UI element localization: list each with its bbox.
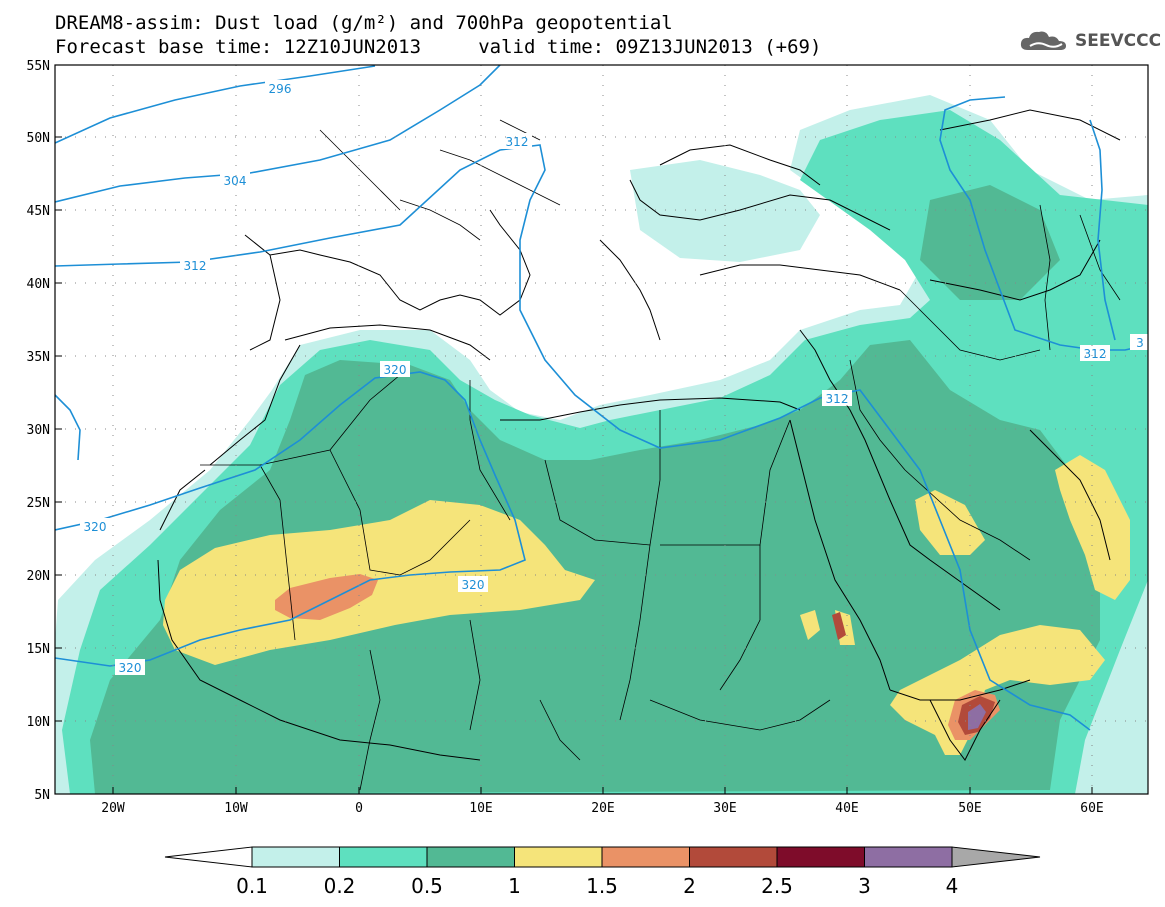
- forecast-time-line: Forecast base time: 12Z10JUN2013 valid t…: [55, 36, 822, 58]
- colorbar-label: 2.5: [761, 874, 793, 898]
- ticks: [55, 64, 1093, 794]
- colorbar-label: 0.1: [236, 874, 268, 898]
- colorbar-label: 4: [946, 874, 959, 898]
- coastlines: [157, 109, 1121, 761]
- map-area: [55, 65, 1148, 794]
- lon-label: 10E: [469, 801, 492, 816]
- contour-label: 312: [826, 392, 849, 406]
- lat-labels: 55N 50N 45N 40N 35N 30N 25N 20N 15N 10N …: [27, 59, 50, 803]
- colorbar-segment: [514, 846, 603, 868]
- lat-label: 20N: [27, 569, 50, 584]
- colorbar-over-triangle: [951, 846, 1041, 868]
- seevccc-logo: SEEVCCC: [1018, 28, 1161, 54]
- lat-label: 5N: [34, 788, 50, 803]
- colorbar-segment: [339, 846, 428, 868]
- contour-label: 312: [506, 135, 529, 149]
- contour-label: 320: [384, 363, 407, 377]
- logo-text: SEEVCCC: [1075, 31, 1162, 51]
- lon-label: 0: [355, 801, 363, 816]
- contour-label: 304: [224, 174, 247, 188]
- colorbar-under-triangle: [164, 846, 253, 868]
- lat-label: 10N: [27, 715, 50, 730]
- contour-label: 296: [269, 82, 292, 96]
- lat-label: 55N: [27, 59, 50, 74]
- contour-label: 312: [1084, 347, 1107, 361]
- colorbar-label: 0.2: [324, 874, 356, 898]
- colorbar-segment: [601, 846, 690, 868]
- lon-label: 60E: [1080, 801, 1103, 816]
- lon-label: 20W: [101, 801, 125, 816]
- colorbar-label: 3: [858, 874, 871, 898]
- colorbar-label: 1: [508, 874, 521, 898]
- colorbar-label: 0.5: [411, 874, 443, 898]
- lat-label: 15N: [27, 642, 50, 657]
- contour-label: 320: [462, 578, 485, 592]
- cloud-icon: [1020, 31, 1066, 50]
- dust-field-0.5-1: [90, 185, 1100, 794]
- contour-label: 320: [119, 661, 142, 675]
- country-borders: [200, 119, 1121, 791]
- lon-label: 20E: [591, 801, 614, 816]
- lat-label: 50N: [27, 131, 50, 146]
- colorbar-segment: [689, 846, 778, 868]
- grid: [55, 65, 1148, 794]
- lon-label: 40E: [835, 801, 858, 816]
- contour-label: 320: [84, 520, 107, 534]
- colorbar-label: 2: [683, 874, 696, 898]
- contour-label: 312: [184, 259, 207, 273]
- lat-label: 40N: [27, 277, 50, 292]
- lon-labels: 20W 10W 0 10E 20E 30E 40E 50E 60E: [101, 801, 1103, 816]
- contour-label: 3: [1136, 336, 1144, 350]
- dust-field-3-4: [968, 704, 986, 730]
- colorbar-segment: [776, 846, 865, 868]
- lon-label: 50E: [958, 801, 981, 816]
- colorbar-legend: 0.1 0.2 0.5 1 1.5 2 2.5 3 4: [164, 846, 1041, 898]
- lat-label: 35N: [27, 350, 50, 365]
- lon-label: 10W: [224, 801, 248, 816]
- chart-title: DREAM8-assim: Dust load (g/m²) and 700hP…: [55, 12, 673, 34]
- colorbar-segment: [426, 846, 515, 868]
- colorbar-segment: [251, 846, 340, 868]
- colorbar-label: 1.5: [586, 874, 618, 898]
- lon-label: 30E: [713, 801, 736, 816]
- lat-label: 30N: [27, 423, 50, 438]
- colorbar-segment: [864, 846, 953, 868]
- lat-label: 25N: [27, 496, 50, 511]
- contour-labels: 296 304 312 312 320 320 320 320 312 312 …: [80, 80, 1148, 675]
- lat-label: 45N: [27, 204, 50, 219]
